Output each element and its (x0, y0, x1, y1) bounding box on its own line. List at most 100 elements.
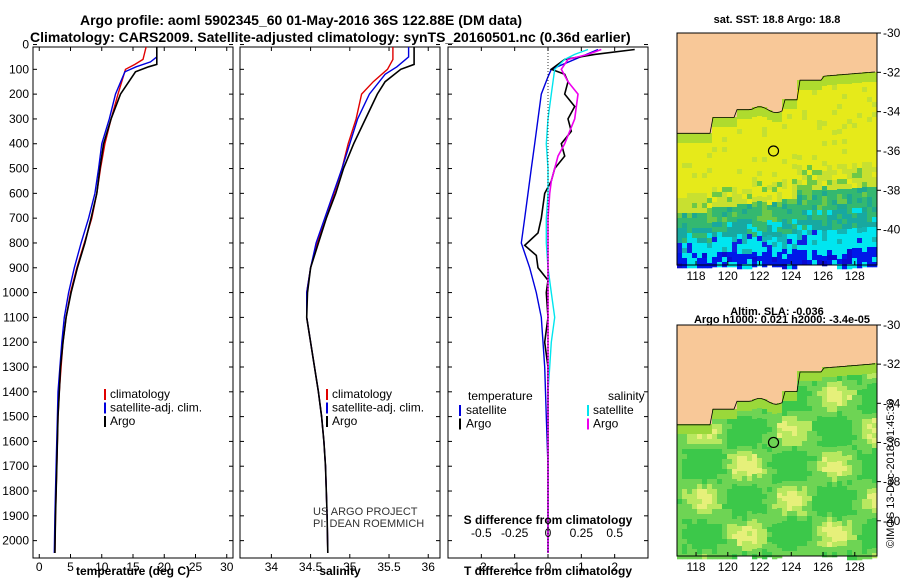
map-cell (767, 170, 773, 176)
map-cell (782, 496, 788, 502)
map-cell (822, 186, 828, 192)
map-cell (842, 511, 848, 517)
map-cell (712, 509, 718, 515)
map-cell (817, 95, 823, 101)
map-cell (762, 207, 768, 213)
map-cell (692, 444, 698, 450)
map-cell (697, 494, 703, 500)
map-cell (712, 414, 718, 420)
map-cell (707, 148, 713, 154)
map-cell (872, 513, 878, 519)
map-cell (847, 174, 853, 180)
map-cell (822, 392, 828, 398)
panel-difference: -2 -1 0 1 2T difference from climatology-0.5… (447, 44, 649, 578)
map-cell (692, 258, 698, 264)
map-cell (777, 478, 783, 484)
map-cell (752, 459, 758, 465)
map-cell (692, 263, 698, 269)
map-cell (732, 142, 738, 148)
map-cell (747, 406, 753, 412)
map-cell (822, 181, 828, 187)
map-cell (732, 127, 738, 133)
map-cell (682, 514, 688, 520)
map-cell (677, 258, 683, 264)
map-cell (772, 112, 778, 118)
map-cell (757, 236, 763, 242)
map-cell (847, 109, 853, 115)
map-cell (807, 260, 813, 266)
map-cell (707, 203, 713, 209)
map-cell (707, 183, 713, 189)
map-cell (717, 232, 723, 238)
map-cell (802, 376, 808, 382)
map-cell (822, 101, 828, 107)
map-cell (742, 416, 748, 422)
map-cell (817, 240, 823, 246)
map-cell (792, 481, 798, 487)
map-cell (782, 259, 788, 265)
map-cell (847, 114, 853, 120)
map-cell (707, 158, 713, 164)
map-cell (772, 137, 778, 143)
map-cell (832, 487, 838, 493)
map-cell (867, 82, 873, 88)
map-cell (837, 466, 843, 472)
map-cell (702, 519, 708, 525)
map-cell (817, 406, 823, 412)
map-cell (802, 416, 808, 422)
map-cell (852, 370, 858, 376)
map-cell (692, 514, 698, 520)
map-cell (772, 514, 778, 520)
map-cell (862, 82, 868, 88)
map-cell (847, 74, 853, 80)
map-cell (687, 424, 693, 430)
map-cell (717, 454, 723, 460)
map-cell (832, 367, 838, 373)
map-cell (752, 529, 758, 535)
map-cell (767, 215, 773, 221)
map-cell (842, 84, 848, 90)
map-cell (782, 109, 788, 115)
map-cell (837, 426, 843, 432)
map-cell (692, 479, 698, 485)
map-cell (832, 377, 838, 383)
map-cell (787, 169, 793, 175)
x-axis-label: T difference from climatology (464, 564, 632, 578)
map-cell (802, 155, 808, 161)
map-cell (837, 441, 843, 447)
map-cell (807, 120, 813, 126)
map-cell (792, 194, 798, 200)
map-cell (862, 529, 868, 535)
map-cell (732, 514, 738, 520)
map-cell (822, 96, 828, 102)
map-cell (717, 127, 723, 133)
map-cell (852, 178, 858, 184)
map-cell (807, 531, 813, 537)
map-cell (817, 150, 823, 156)
map-cell (802, 541, 808, 547)
map-cell (847, 445, 853, 451)
map-cell (697, 153, 703, 159)
map-cell (757, 221, 763, 227)
map-cell (812, 466, 818, 472)
map-cell (802, 461, 808, 467)
map-x-tick-label: 124 (781, 560, 801, 574)
map-cell (722, 479, 728, 485)
map-cell (817, 100, 823, 106)
map-cell (817, 205, 823, 211)
map-cell (782, 139, 788, 145)
map-cell (747, 496, 753, 502)
map-cell (692, 223, 698, 229)
map-cell (757, 418, 763, 424)
map-cell (782, 446, 788, 452)
map-cell (707, 253, 713, 259)
map-cell (692, 474, 698, 480)
map-cell (822, 427, 828, 433)
map-cell (717, 227, 723, 233)
panel-temperature: 0100200300400500600700800900100011001200… (2, 38, 233, 578)
map-cell (792, 456, 798, 462)
map-cell (872, 152, 878, 158)
map-cell (827, 497, 833, 503)
map-cell (817, 441, 823, 447)
map-cell (797, 386, 803, 392)
